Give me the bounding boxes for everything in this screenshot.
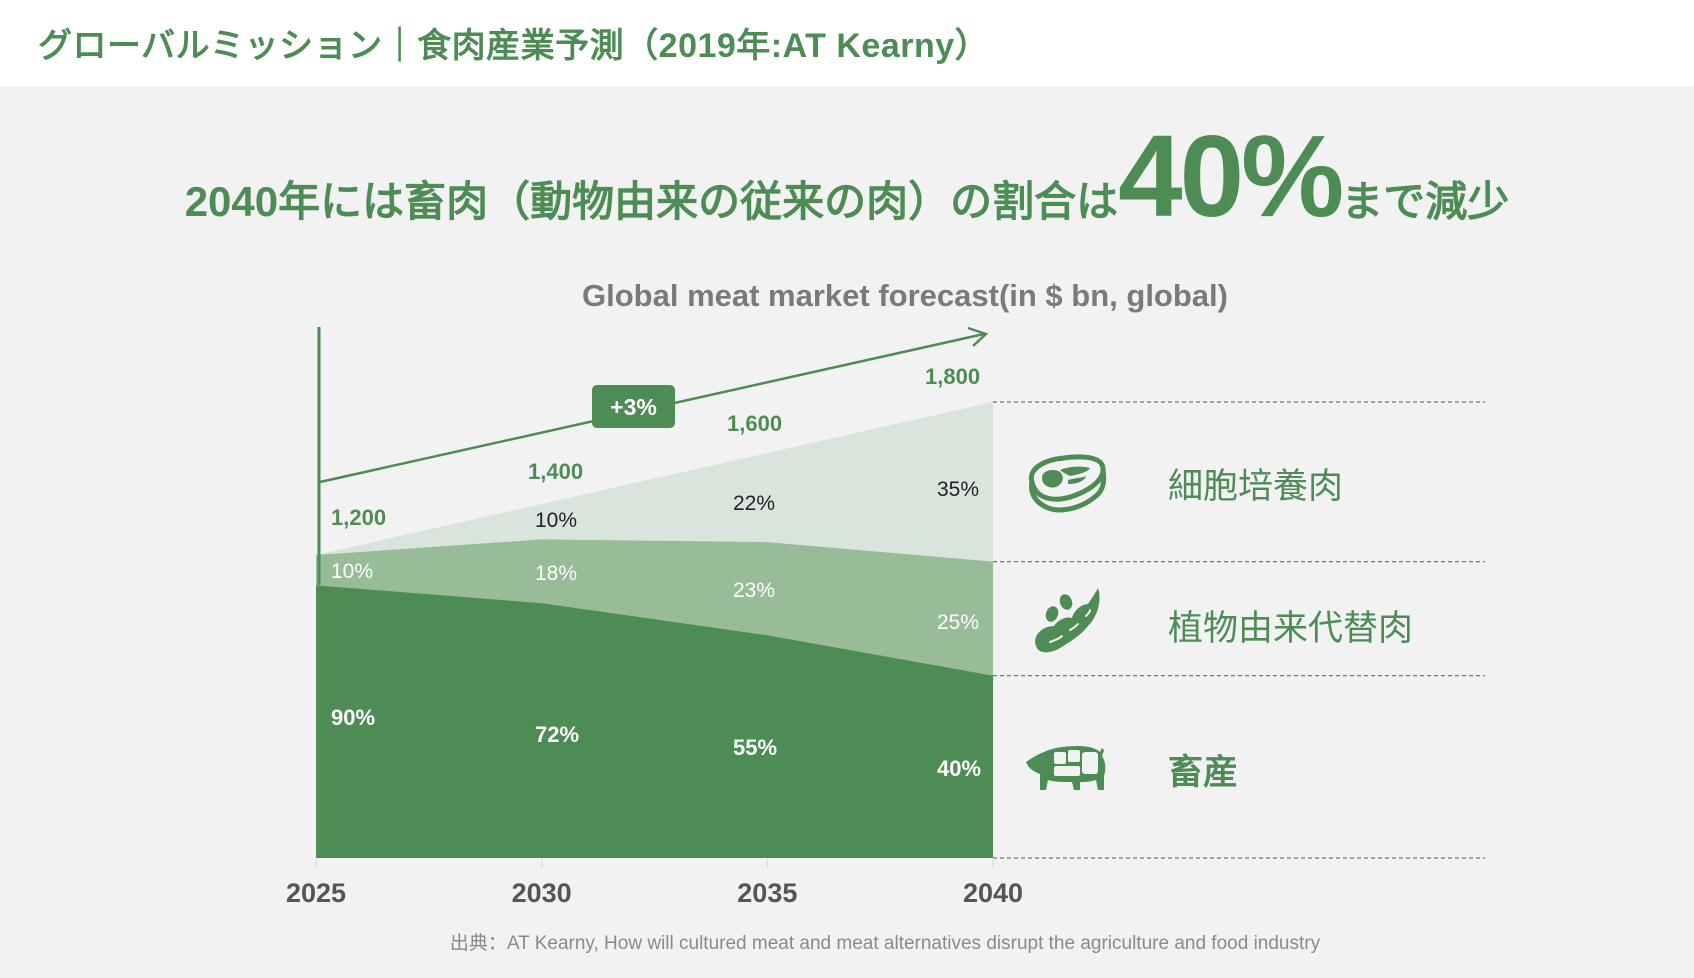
legend-label-plant-based: 植物由来代替肉 — [1168, 609, 1414, 648]
area-livestock — [316, 585, 993, 858]
trend-arrow: +3% — [319, 326, 989, 484]
growth-badge — [592, 385, 675, 428]
headline-suffix: まで減少 — [1341, 178, 1510, 225]
header-bar: グローバルミッション｜食肉産業予測（2019年:AT Kearny） — [0, 0, 1694, 86]
chart-labels: 1,200 1,400 1,600 1,800 90% 72% 55% 40% 10% 18% 23… — [331, 364, 981, 781]
trend-arrowhead — [967, 326, 989, 347]
chart-areas — [316, 402, 993, 858]
total-label: 1,600 — [727, 411, 782, 436]
total-label: 1,200 — [331, 505, 386, 530]
cultured-pct-label: 10% — [535, 509, 577, 532]
x-tick-label: 2040 — [963, 878, 1023, 908]
headline: 2040年には畜肉（動物由来の従来の肉）の割合は40%まで減少 — [0, 118, 1694, 234]
total-label: 1,400 — [528, 459, 583, 484]
plant-based-pct-label: 18% — [535, 562, 577, 585]
headline-emphasis: 40% — [1118, 111, 1344, 241]
cultured-pct-label: 22% — [733, 492, 775, 515]
growth-badge-label: +3% — [610, 394, 657, 420]
x-tick-label: 2035 — [737, 878, 797, 908]
plant-based-pct-label: 23% — [733, 579, 775, 602]
legend-label-cultured: 細胞培養肉 — [1168, 467, 1344, 506]
x-tick-label: 2025 — [286, 878, 346, 908]
source-citation: 出典：AT Kearny, How will cultured meat and… — [449, 933, 1321, 954]
livestock-pct-label: 90% — [331, 705, 375, 730]
soybean-icon — [1030, 586, 1106, 663]
cultured-pct-label: 35% — [937, 478, 979, 501]
area-plant-based — [316, 539, 993, 676]
chart-axis: 2025 2030 2035 2040 — [286, 327, 1023, 908]
livestock-pct-label: 72% — [535, 722, 579, 747]
total-label: 1,800 — [925, 364, 980, 389]
steak-icon — [1024, 452, 1110, 523]
livestock-pct-label: 55% — [733, 735, 777, 760]
page-title: グローバルミッション｜食肉産業予測（2019年:AT Kearny） — [38, 27, 990, 65]
chart-title: Global meat market forecast(in $ bn, glo… — [582, 278, 1228, 313]
legend-divider-lines — [993, 401, 1485, 859]
pig-icon — [1024, 742, 1110, 799]
livestock-pct-label: 40% — [937, 756, 981, 781]
headline-prefix: 2040年には畜肉（動物由来の従来の肉）の割合は — [184, 178, 1119, 225]
x-tick-label: 2030 — [512, 878, 572, 908]
legend-label-livestock: 畜産 — [1168, 753, 1239, 792]
plant-based-pct-label: 25% — [937, 611, 979, 634]
plant-based-pct-label: 10% — [331, 560, 373, 583]
area-cultured — [316, 402, 993, 562]
